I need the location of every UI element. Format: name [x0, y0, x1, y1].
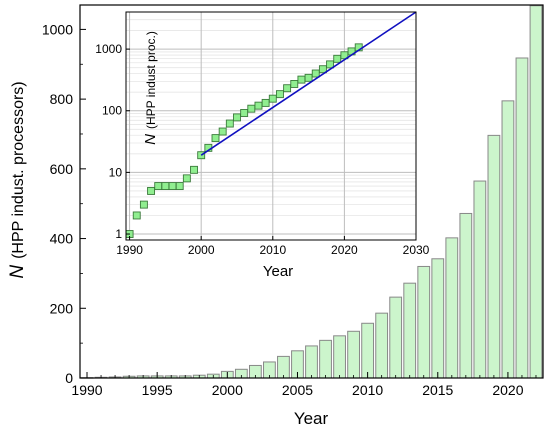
- inset-y-axis-label: N (HPP indust proc.): [142, 31, 159, 145]
- inset-point-2011: [276, 90, 284, 99]
- inset-point-2017: [318, 65, 327, 74]
- inset-point-2016: [311, 69, 320, 78]
- main-y-axis-symbol: N: [7, 265, 28, 279]
- inset-point-2014: [297, 75, 306, 84]
- inset-y-axis: 1 10 100 1000: [95, 42, 130, 241]
- inset-x-tick-label-2000: 2000: [188, 243, 215, 257]
- bar-2022: [529, 5, 543, 379]
- y-tick-label-800: 800: [50, 91, 74, 107]
- bar-2016: [445, 237, 459, 379]
- inset-x-tick-label-2020: 2020: [331, 243, 358, 257]
- inset-point-1993: [147, 186, 156, 195]
- inset-x-tick-label-2030: 2030: [403, 243, 430, 257]
- inset-point-2003: [218, 127, 227, 136]
- inset-point-2018: [326, 60, 335, 69]
- x-tick-label-2010: 2010: [352, 382, 383, 398]
- inset-point-2002: [211, 134, 220, 143]
- inset-point-2019: [333, 54, 342, 63]
- bar-2007: [319, 339, 332, 379]
- main-y-axis-label: N (HPP indust. processors): [7, 81, 28, 278]
- bar-2020: [501, 100, 515, 379]
- inset-y-tick-label-10: 10: [109, 165, 123, 179]
- main-y-axis: 0 200 400 600 800 1000: [42, 21, 86, 386]
- bar-2012: [389, 296, 403, 379]
- inset-point-1997: [175, 182, 184, 191]
- x-tick-label-1990: 1990: [71, 382, 102, 398]
- inset-x-axis-label: Year: [263, 263, 293, 280]
- x-tick-label-2005: 2005: [282, 382, 313, 398]
- inset-y-axis-symbol: N: [142, 134, 159, 145]
- y-tick-label-200: 200: [50, 300, 74, 316]
- inset-x-tick-label-1990: 1990: [116, 243, 143, 257]
- bar-2018: [473, 180, 487, 379]
- bar-2004: [277, 355, 290, 379]
- inset-point-1996: [168, 182, 177, 191]
- y-tick-label-1000: 1000: [42, 21, 73, 37]
- inset-point-2009: [261, 98, 270, 107]
- bar-2008: [333, 335, 346, 379]
- inset-point-2008: [254, 101, 263, 110]
- inset-point-1992: [139, 200, 148, 209]
- inset-point-1999: [190, 165, 198, 174]
- bar-2010: [361, 322, 375, 379]
- inset-y-axis-text: (HPP indust proc.): [144, 31, 158, 129]
- bar-2013: [403, 282, 417, 379]
- inset-point-2015: [304, 73, 313, 82]
- main-x-axis-label: Year: [294, 409, 329, 428]
- inset-point-2004: [225, 119, 234, 128]
- inset-point-2007: [247, 104, 256, 113]
- bar-2009: [347, 330, 360, 379]
- x-tick-label-2020: 2020: [492, 382, 523, 398]
- inset-y-tick-label-1000: 1000: [95, 42, 122, 56]
- bar-2015: [431, 258, 445, 379]
- x-tick-label-2015: 2015: [422, 382, 453, 398]
- inset-y-tick-label-1: 1: [115, 227, 122, 241]
- inset-x-axis: 1990 2000 2010 2020 2030: [116, 236, 430, 257]
- inset-x-tick-label-2010: 2010: [259, 243, 286, 257]
- inset-point-1998: [182, 174, 191, 183]
- inset-point-2013: [290, 80, 299, 88]
- main-bar-chart: 1990 1995 2000 2005 2010 2015 2020 0 200 400 600 8…: [7, 4, 544, 428]
- bar-2017: [459, 212, 473, 379]
- y-tick-label-0: 0: [65, 370, 73, 386]
- bar-2006: [305, 345, 318, 379]
- inset-point-2010: [268, 94, 277, 103]
- inset-point-1995: [161, 182, 170, 191]
- y-tick-label-400: 400: [50, 231, 74, 247]
- x-tick-label-2000: 2000: [212, 382, 243, 398]
- bar-2011: [375, 312, 389, 379]
- inset-log-chart: 1990 2000 2010 2020 2030 1 10 100 1000 Year N (H…: [95, 11, 430, 280]
- main-bars: [80, 5, 543, 379]
- inset-fit-line: [200, 11, 417, 156]
- inset-points: [125, 43, 363, 238]
- x-tick-label-1995: 1995: [142, 382, 173, 398]
- inset-point-2006: [240, 109, 249, 117]
- bar-2021: [515, 57, 529, 379]
- inset-point-2012: [283, 84, 292, 93]
- main-x-axis: 1990 1995 2000 2005 2010 2015 2020: [71, 372, 537, 398]
- inset-background: [126, 12, 416, 240]
- main-y-axis-text: (HPP indust. processors): [10, 81, 27, 259]
- bar-2014: [417, 265, 431, 379]
- inset-plot-frame: [125, 11, 417, 241]
- inset-point-2005: [233, 113, 241, 122]
- inset-y-tick-label-100: 100: [102, 104, 122, 118]
- y-tick-label-600: 600: [50, 161, 74, 177]
- bar-2019: [487, 134, 501, 379]
- inset-point-1991: [132, 211, 141, 220]
- inset-point-1994: [154, 182, 163, 191]
